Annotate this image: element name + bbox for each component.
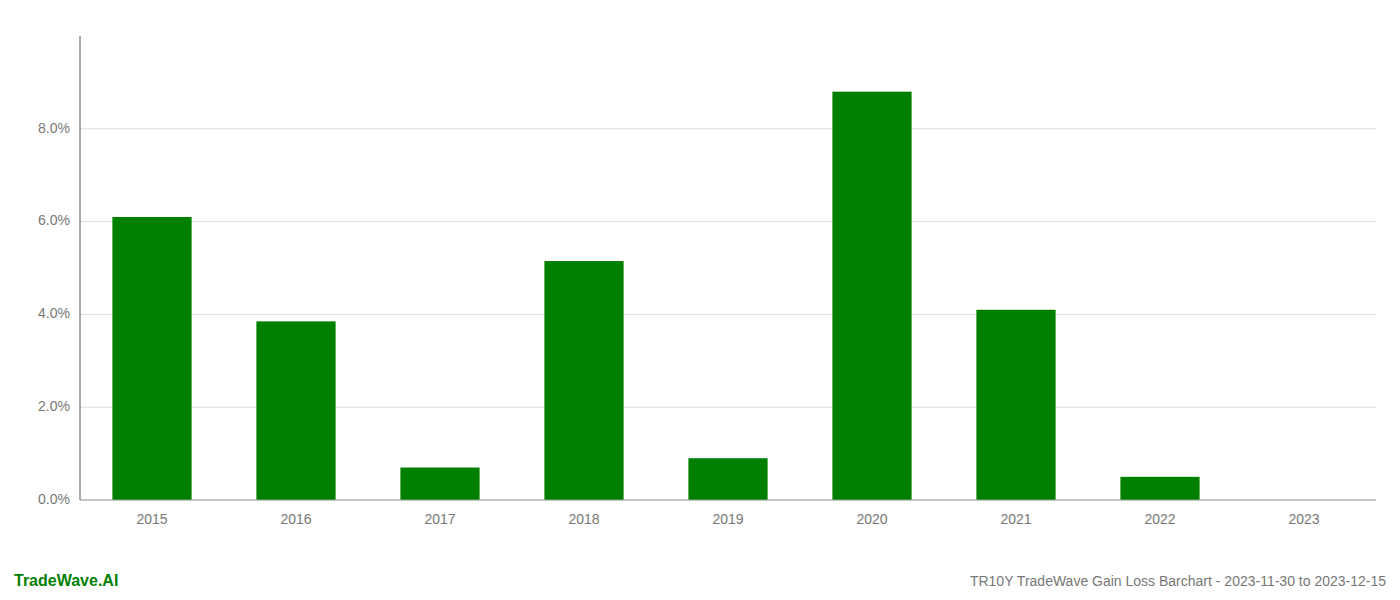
bars: [112, 92, 1199, 500]
x-axis-line: [80, 500, 1376, 501]
y-tick-label: 0.0%: [38, 491, 70, 507]
grid-line: [80, 500, 1376, 501]
bar: [688, 458, 767, 500]
bar: [1120, 477, 1199, 500]
y-axis-line: [80, 36, 81, 500]
bar: [112, 217, 191, 500]
grid-line: [80, 221, 1376, 222]
x-tick-label: 2023: [1288, 511, 1319, 527]
x-tick-label: 2021: [1000, 511, 1031, 527]
x-tick-label: 2016: [280, 511, 311, 527]
grid-line: [80, 128, 1376, 129]
bar: [400, 468, 479, 500]
grid-line: [80, 314, 1376, 315]
bar: [256, 321, 335, 500]
y-tick-label: 4.0%: [38, 305, 70, 321]
x-tick-label: 2020: [856, 511, 887, 527]
chart: 0.0% 2.0% 4.0% 6.0% 8.0% 2015 2016 2017 2018 2019…: [0, 0, 1400, 600]
bar: [544, 261, 623, 500]
bar: [832, 92, 911, 500]
x-tick-label: 2017: [424, 511, 455, 527]
title: TR10Y TradeWave Gain Loss Barchart - 202…: [970, 573, 1386, 589]
y-tick-label: 2.0%: [38, 398, 70, 414]
watermark: TradeWave.AI: [14, 572, 118, 589]
x-tick-label: 2018: [568, 511, 599, 527]
grid: [80, 129, 1376, 500]
bar: [976, 310, 1055, 500]
x-tick-label: 2015: [136, 511, 167, 527]
y-tick-label: 6.0%: [38, 212, 70, 228]
x-tick-label: 2022: [1144, 511, 1175, 527]
x-tick-label: 2019: [712, 511, 743, 527]
y-tick-label: 8.0%: [38, 120, 70, 136]
